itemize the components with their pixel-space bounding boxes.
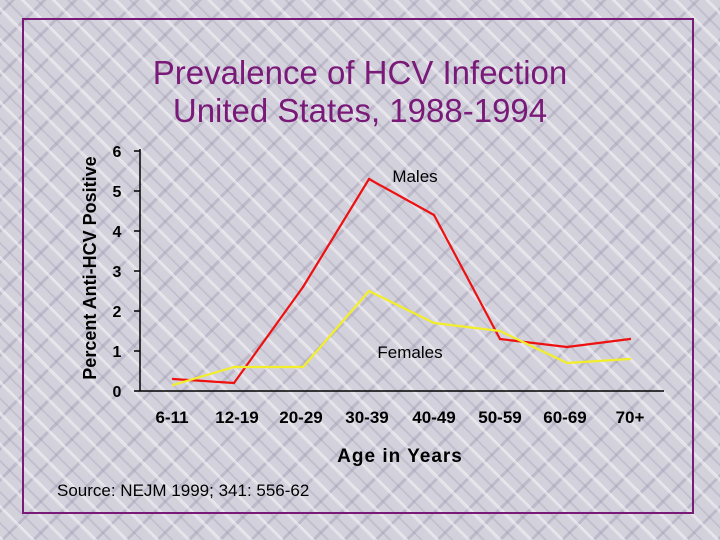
y-tick-label: 0	[113, 384, 122, 401]
y-tick-label: 4	[113, 224, 122, 241]
data-point-males	[628, 337, 632, 341]
y-tick-label: 6	[113, 144, 122, 161]
y-tick-label: 1	[113, 344, 122, 361]
data-point-males	[301, 285, 305, 289]
label-layer: Males Females	[377, 167, 442, 362]
data-point-females	[628, 357, 632, 361]
data-point-females	[232, 365, 236, 369]
data-point-males	[498, 337, 502, 341]
x-tick-label: 12-19	[215, 408, 258, 427]
data-point-males	[171, 377, 175, 381]
data-point-males	[367, 177, 371, 181]
x-tick-label: 40-49	[412, 408, 455, 427]
chart-title-line-2: United States, 1988-1994	[172, 92, 548, 129]
y-tick-label: 3	[113, 264, 122, 281]
data-point-females	[498, 329, 502, 333]
data-point-males	[565, 345, 569, 349]
slide-border	[22, 18, 694, 514]
x-tick-label: 6-11	[155, 408, 188, 427]
data-point-females	[367, 289, 371, 293]
x-tick-label: 20-29	[279, 408, 322, 427]
data-point-males	[432, 213, 436, 217]
x-tick-label: 50-59	[478, 408, 521, 427]
data-point-females	[432, 321, 436, 325]
source-note: Source: NEJM 1999; 341: 556-62	[57, 481, 310, 500]
x-axis-label: Age in Years	[337, 446, 463, 467]
chart-title: Prevalence of HCV Infection United State…	[0, 54, 720, 130]
y-tick-label: 5	[113, 184, 122, 201]
data-point-females	[301, 365, 305, 369]
x-tick-label: 60-69	[543, 408, 586, 427]
data-point-males	[232, 381, 236, 385]
series-label-females: Females	[377, 343, 442, 362]
y-tick-label: 2	[113, 304, 122, 321]
axes: 0 1 2 3 4 5 6 6-11 12-19 20-29 30-39 40-49 50-59 60-6…	[113, 144, 664, 467]
data-point-females	[565, 361, 569, 365]
data-point-females	[171, 383, 175, 387]
series-label-males: Males	[392, 167, 437, 186]
chart-title-line-1: Prevalence of HCV Infection	[152, 54, 568, 91]
series-line-females	[172, 289, 631, 387]
series-layer	[171, 177, 632, 387]
x-tick-label: 30-39	[345, 408, 388, 427]
x-tick-label: 70+	[616, 408, 645, 427]
